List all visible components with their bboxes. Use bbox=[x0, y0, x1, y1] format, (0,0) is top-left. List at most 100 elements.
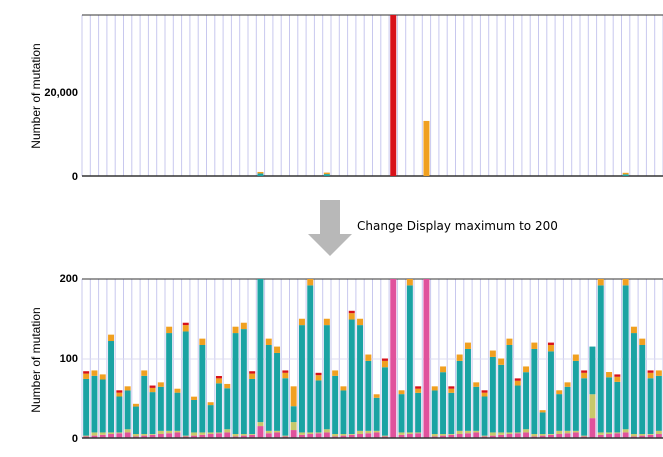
bottom-bar-segment bbox=[124, 390, 131, 430]
bottom-bar-segment bbox=[207, 402, 214, 406]
bottom-bar-segment bbox=[597, 432, 604, 435]
bottom-bar-segment bbox=[232, 333, 239, 435]
bottom-bar-segment bbox=[415, 392, 422, 433]
bottom-bar-segment bbox=[149, 434, 156, 438]
bottom-bar-segment bbox=[357, 434, 364, 438]
bottom-bar-segment bbox=[647, 370, 654, 373]
bottom-bar-segment bbox=[630, 436, 637, 438]
bottom-bar-segment bbox=[531, 436, 538, 438]
bottom-bar-segment bbox=[357, 325, 364, 431]
bottom-bar-segment bbox=[257, 426, 264, 438]
bottom-bar-segment bbox=[149, 392, 156, 435]
top-bar-segment bbox=[323, 172, 330, 175]
bottom-bar-segment bbox=[240, 434, 247, 436]
bottom-bar-segment bbox=[224, 432, 231, 439]
bottom-bar-segment bbox=[215, 378, 222, 384]
bottom-bar-segment bbox=[448, 392, 455, 435]
bottom-bar-segment bbox=[224, 429, 231, 433]
bottom-bar-segment bbox=[381, 367, 388, 436]
bottom-bar-segment bbox=[556, 434, 563, 438]
bottom-bar-segment bbox=[514, 433, 521, 438]
bottom-bar-segment bbox=[639, 435, 646, 438]
bottom-bar-segment bbox=[315, 432, 322, 434]
bottom-bar-segment bbox=[514, 432, 521, 434]
bottom-bar-segment bbox=[340, 386, 347, 391]
bottom-bar-segment bbox=[398, 394, 405, 433]
bottom-bar-segment bbox=[581, 370, 588, 373]
bottom-bar-segment bbox=[108, 432, 115, 435]
bottom-bar-segment bbox=[473, 432, 480, 439]
bottom-bar-segment bbox=[348, 434, 355, 435]
bottom-bar-segment bbox=[348, 313, 355, 320]
bottom-bar-segment bbox=[523, 372, 530, 430]
bottom-bar-segment bbox=[489, 356, 496, 433]
bottom-bar-segment bbox=[381, 360, 388, 368]
bottom-bar-segment bbox=[531, 348, 538, 435]
bottom-bar-segment bbox=[282, 435, 289, 437]
bottom-bar-segment bbox=[647, 434, 654, 435]
bottom-bar-segment bbox=[531, 342, 538, 349]
bottom-bar-segment bbox=[182, 322, 189, 326]
bottom-bar-segment bbox=[249, 434, 256, 435]
bottom-bar-segment bbox=[83, 371, 90, 374]
bottom-bar-segment bbox=[464, 433, 471, 438]
top-ytick-label-0: 0 bbox=[72, 171, 78, 183]
bottom-bar-segment bbox=[547, 344, 554, 352]
bottom-bar-segment bbox=[415, 388, 422, 393]
bottom-bar-segment bbox=[215, 383, 222, 433]
bottom-bars bbox=[83, 279, 662, 439]
bottom-bar-segment bbox=[323, 432, 330, 439]
bottom-bar-segment bbox=[398, 432, 405, 435]
bottom-bar-segment bbox=[431, 386, 438, 391]
bottom-bar-segment bbox=[91, 432, 98, 436]
bottom-bar-segment bbox=[655, 370, 662, 376]
bottom-bar-segment bbox=[547, 351, 554, 435]
bottom-bar-segment bbox=[622, 285, 629, 430]
bottom-bar-segment bbox=[124, 429, 131, 433]
bottom-bar-segment bbox=[572, 432, 579, 439]
bottom-bar-segment bbox=[116, 432, 123, 434]
bottom-bar-segment bbox=[348, 434, 355, 438]
bottom-bar-segment bbox=[655, 430, 662, 435]
bottom-bar-segment bbox=[83, 435, 90, 437]
bottom-bar-segment bbox=[639, 434, 646, 436]
transition-arrow: Change Display maximum to 200 bbox=[308, 200, 558, 256]
bottom-bar-segment bbox=[630, 434, 637, 437]
bottom-bar-segment bbox=[456, 354, 463, 361]
bottom-bar-segment bbox=[307, 434, 314, 438]
bottom-bar-segment bbox=[581, 436, 588, 438]
bottom-bar-segment bbox=[523, 432, 530, 439]
bottom-bar-segment bbox=[116, 433, 123, 438]
bottom-bar-segment bbox=[83, 436, 90, 438]
bottom-bar-segment bbox=[498, 364, 505, 433]
bottom-bar-segment bbox=[365, 433, 372, 438]
bottom-bar-segment bbox=[307, 279, 314, 286]
bottom-bar-segment bbox=[340, 390, 347, 435]
bottom-bar-segment bbox=[124, 432, 131, 439]
bottom-bar-segment bbox=[99, 379, 106, 433]
bottom-bar-segment bbox=[622, 432, 629, 439]
annotation-text: Change Display maximum to 200 bbox=[357, 219, 558, 233]
bottom-bar-segment bbox=[199, 344, 206, 433]
bottom-bar-segment bbox=[655, 375, 662, 431]
bottom-bar-segment bbox=[141, 375, 148, 435]
bottom-bar-segment bbox=[564, 382, 571, 387]
bottom-bar-segment bbox=[191, 432, 198, 436]
bottom-bar-segment bbox=[514, 385, 521, 433]
bottom-bar-segment bbox=[182, 436, 189, 438]
bottom-bar-segment bbox=[157, 434, 164, 438]
bottom-bar-segment bbox=[514, 378, 521, 381]
bottom-bar-segment bbox=[506, 434, 513, 438]
bottom-bar-segment bbox=[215, 375, 222, 379]
bottom-bar-segment bbox=[630, 333, 637, 435]
bottom-ytick-label-0: 0 bbox=[72, 433, 78, 445]
bottom-bar-segment bbox=[514, 380, 521, 386]
top-bar-segment bbox=[423, 120, 430, 176]
top-bar-segment bbox=[257, 173, 264, 176]
top-panel: 20,000 0 Number of mutation bbox=[29, 14, 663, 183]
bottom-bar-segment bbox=[108, 334, 115, 342]
bottom-bar-segment bbox=[440, 435, 447, 438]
bottom-bar-segment bbox=[606, 377, 613, 433]
bottom-bar-segment bbox=[523, 366, 530, 373]
